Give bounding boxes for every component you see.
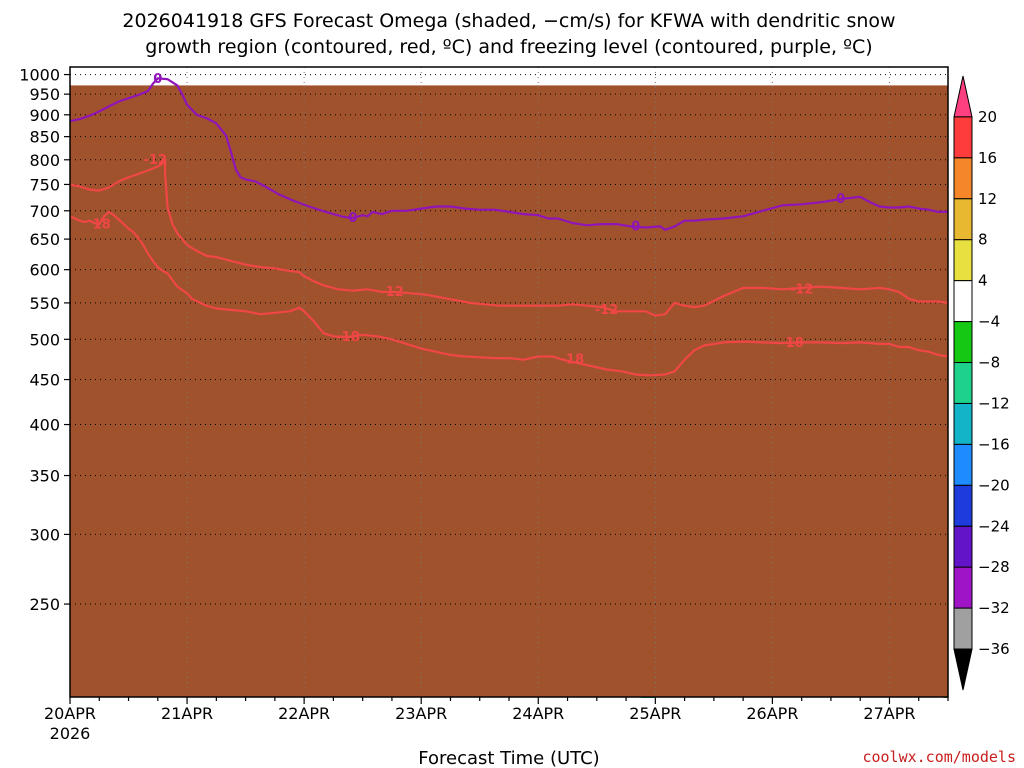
colorbar-label: 16 [978, 149, 997, 167]
y-tick-label: 450 [29, 371, 60, 390]
colorbar-label: 20 [978, 108, 997, 126]
grid-lines [69, 67, 948, 697]
contour-label: -18 [561, 353, 585, 368]
x-tick-label: 27APR [863, 704, 915, 723]
y-tick-label: 300 [29, 525, 60, 544]
y-tick-label: 350 [29, 467, 60, 486]
colorbar-cell [953, 566, 973, 609]
colorbar-label: −4 [978, 313, 1000, 331]
colorbar-label: −32 [978, 599, 1010, 617]
contour-label: 0 [348, 211, 357, 226]
contour-label: -18 [336, 330, 360, 345]
colorbar-label: −24 [978, 517, 1010, 535]
y-tick-label: 1000 [19, 66, 60, 85]
contour-label: 0 [836, 192, 845, 207]
y-tick-label: 800 [29, 151, 60, 170]
y-tick-label: 950 [29, 85, 60, 104]
colorbar-cell [953, 75, 973, 118]
y-tick-label: 500 [29, 330, 60, 349]
colorbar-label: 4 [978, 272, 988, 290]
y-tick-label: 650 [29, 230, 60, 249]
colorbar-cell [953, 362, 973, 404]
y-tick-label: 600 [29, 261, 60, 280]
terrain-band [70, 85, 948, 698]
colorbar-cell [953, 402, 973, 445]
y-tick-label: 900 [29, 106, 60, 125]
colorbar-label: −16 [978, 435, 1010, 453]
x-tick-label: 20APR [44, 704, 96, 723]
colorbar-cell [953, 116, 973, 159]
contour-label: -12 [380, 285, 404, 300]
y-tick-label: 550 [29, 294, 60, 313]
contour-label: -12 [144, 153, 168, 168]
chart-title-line-1: 2026041918 GFS Forecast Omega (shaded, −… [122, 10, 895, 32]
colorbar-label: −20 [978, 476, 1010, 494]
contour-label: 18 [93, 218, 111, 233]
colorbar-cell [953, 280, 973, 323]
colorbar-cell [953, 525, 973, 568]
x-axis-label: Forecast Time (UTC) [418, 748, 599, 768]
contour-lines [69, 77, 949, 377]
contour-label: -12 [595, 303, 619, 318]
contour-labels: 18 -12 -18 -12 -18 -12 -18 -12 0 0 0 0 [93, 72, 846, 368]
x-tick-label: 21APR [161, 704, 213, 723]
terrain-layer [70, 85, 948, 698]
colorbar-cell [953, 157, 973, 200]
colorbar-cell [953, 443, 973, 486]
x-tick-label: 25APR [629, 704, 681, 723]
x-tick-label: 22APR [278, 704, 330, 723]
y-tick-label: 850 [29, 128, 60, 147]
colorbar-cell [953, 321, 973, 364]
colorbar: 20 16 12 8 4 −4 −8 −12 −16 −20 −24 −28 −32 −36 [953, 75, 1010, 691]
y-tick-label: 750 [29, 175, 60, 194]
colorbar-cell [953, 607, 973, 650]
plot-area: 18 -12 -18 -12 -18 -12 -18 -12 0 0 0 0 [69, 66, 949, 698]
contour-label: 0 [153, 72, 162, 87]
contour-line-freezing-level [69, 77, 948, 231]
contour-line-isotherm-minus18 [69, 210, 949, 377]
x-tick-sublabel: 2026 [50, 724, 91, 743]
colorbar-label: 8 [978, 231, 988, 249]
colorbar-cell [953, 198, 973, 241]
colorbar-cell [953, 484, 973, 527]
x-tick-label: 23APR [395, 704, 447, 723]
contour-label: -12 [790, 282, 814, 297]
contour-label: -18 [780, 336, 804, 351]
colorbar-cell [953, 239, 973, 282]
y-tick-label: 700 [29, 202, 60, 221]
colorbar-cell [953, 648, 973, 691]
y-tick-label: 250 [29, 595, 60, 614]
colorbar-label: 12 [978, 190, 997, 208]
colorbar-label: −28 [978, 558, 1010, 576]
credit-link[interactable]: coolwx.com/models [862, 748, 1016, 766]
colorbar-label: −12 [978, 394, 1010, 412]
y-axis: 250 300 350 400 450 500 550 600 650 700 750 800 850 9… [19, 66, 70, 614]
contour-label: 0 [631, 219, 640, 234]
chart-title-line-2: growth region (contoured, red, ºC) and f… [145, 36, 872, 58]
colorbar-label: −8 [978, 354, 1000, 372]
contour-line-isotherm-minus12 [69, 158, 949, 317]
x-tick-label: 26APR [746, 704, 798, 723]
colorbar-label: −36 [978, 640, 1010, 658]
y-tick-label: 400 [29, 416, 60, 435]
x-tick-label: 24APR [512, 704, 564, 723]
